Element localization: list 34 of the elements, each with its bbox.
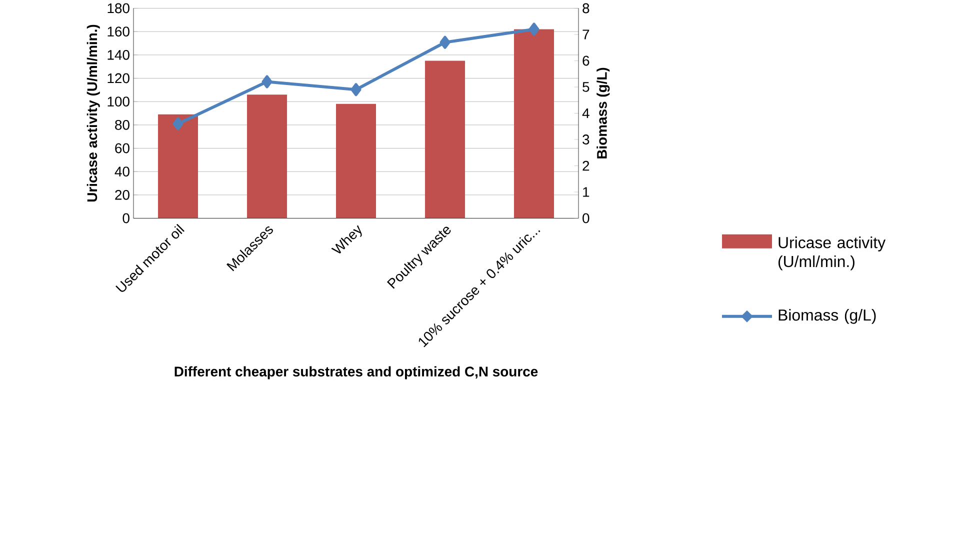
legend-label: Biomass (g/L) [778,308,876,324]
y-tick-label: 180 [108,3,130,13]
y2-tick-label: 5 [582,82,590,92]
point [350,82,362,96]
point [528,22,540,36]
y2-tick-label: 3 [582,134,590,144]
point [440,36,450,49]
y-tick-label: 100 [108,96,130,106]
x-axis-title: Different cheaper substrates and optimized C,N source [174,366,538,380]
y-tick-label: 140 [108,50,130,60]
y2-tick-label: 2 [582,160,590,170]
y2-axis-title: Biomass (g/L) [596,68,610,158]
y2-tick-label: 6 [582,56,590,66]
y-axis-title: Uricase activity (U/ml/min.) [86,24,100,202]
y-tick-label: 0 [122,213,130,223]
bar [425,60,466,218]
bar [336,104,376,218]
y2-tick-label: 0 [582,213,590,223]
bar [514,29,554,218]
legend-label: Uricase activity (U/ml/min.) [778,236,886,270]
point [262,75,272,88]
y2-tick-label: 1 [583,187,590,197]
bar [247,94,288,218]
y-tick-label: 20 [115,190,130,200]
y-tick-label: 120 [108,73,130,83]
bar [158,114,198,218]
y-tick-label: 40 [114,166,130,176]
point [172,117,184,130]
y2-tick-label: 7 [582,30,590,40]
y-tick-label: 160 [108,26,130,36]
y2-tick-label: 4 [582,108,590,118]
y-tick-label: 60 [115,143,130,153]
y2-tick-label: 8 [582,3,590,13]
y-tick-label: 80 [115,120,130,130]
